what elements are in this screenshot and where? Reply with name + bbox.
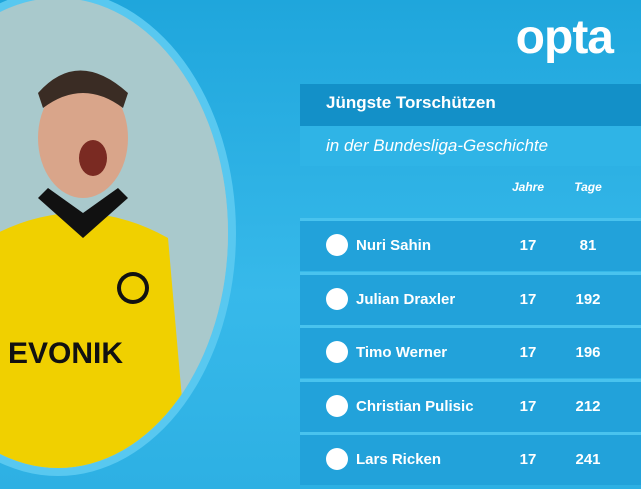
years: 17 <box>519 290 537 308</box>
subtitle: in der Bundesliga-Geschichte <box>326 136 549 155</box>
years: 17 <box>519 451 537 468</box>
club-badge <box>326 234 348 256</box>
table-row: Lars Ricken 17 241 <box>300 432 641 485</box>
days: 192 <box>575 290 601 308</box>
years: 17 <box>519 397 537 415</box>
club-badge <box>326 394 348 417</box>
club-badge <box>326 448 348 470</box>
table-row: Christian Pulisic 17 212 <box>300 378 641 432</box>
days: 196 <box>575 344 601 361</box>
days: 212 <box>575 397 601 415</box>
player-name: Julian Draxler <box>356 290 456 308</box>
player-name: Lars Ricken <box>356 451 442 468</box>
years: 17 <box>519 237 537 254</box>
subtitle-band <box>300 126 641 166</box>
days: 81 <box>579 237 597 254</box>
years: 17 <box>519 344 537 361</box>
column-header: Tage <box>574 180 602 194</box>
player-name: Nuri Sahin <box>356 237 432 254</box>
logo: opta <box>515 11 614 64</box>
club-badge <box>326 341 348 363</box>
table-row: Timo Werner 17 196 <box>300 325 641 378</box>
player-name: Timo Werner <box>356 344 448 361</box>
photo-art: EVONIK <box>0 0 228 468</box>
player-photo: EVONIK <box>0 0 236 476</box>
title: Jüngste Torschützen <box>326 93 496 112</box>
column-header: Jahre <box>511 180 545 194</box>
table-row: Nuri Sahin 17 81 <box>300 218 641 271</box>
table-row: Julian Draxler 17 192 <box>300 271 641 325</box>
club-badge <box>326 287 348 310</box>
title-band <box>300 84 641 126</box>
shirt-sponsor: EVONIK <box>8 337 123 370</box>
days: 241 <box>575 451 601 468</box>
player-name: Christian Pulisic <box>356 397 474 415</box>
